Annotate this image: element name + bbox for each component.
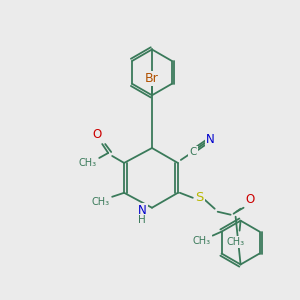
Text: N: N xyxy=(138,204,146,217)
Text: CH₃: CH₃ xyxy=(226,237,245,247)
Text: CH₃: CH₃ xyxy=(91,197,109,207)
Text: CH₃: CH₃ xyxy=(193,236,211,246)
Text: O: O xyxy=(245,193,254,206)
Text: H: H xyxy=(138,215,146,225)
Text: S: S xyxy=(196,191,204,204)
Text: CH₃: CH₃ xyxy=(78,158,96,168)
Text: N: N xyxy=(206,133,215,146)
Text: Br: Br xyxy=(145,72,159,85)
Text: O: O xyxy=(93,128,102,141)
Text: C: C xyxy=(189,147,196,157)
